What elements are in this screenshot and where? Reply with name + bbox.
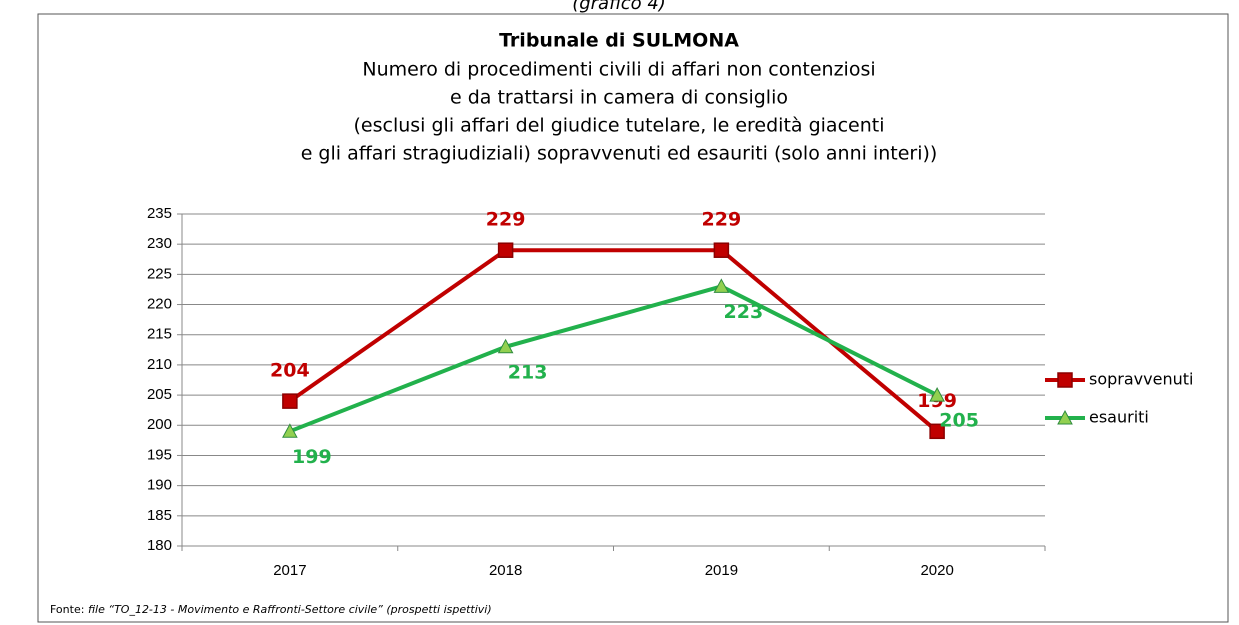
series-line xyxy=(289,284,939,434)
source: Fonte: file “TO_12-13 - Movimento e Raff… xyxy=(50,603,492,616)
y-tick-label: 230 xyxy=(147,235,172,252)
y-tick-label: 215 xyxy=(147,326,172,343)
chart-subtitle: e gli affari stragiudiziali) sopravvenut… xyxy=(301,143,938,165)
marker xyxy=(282,423,298,438)
legend-label: sopravvenuti xyxy=(1089,370,1193,389)
chart-subtitle: Numero di procedimenti civili di affari … xyxy=(362,59,875,81)
chart-title: Tribunale di SULMONA xyxy=(499,30,739,52)
y-tick-label: 190 xyxy=(147,477,172,494)
data-label: 229 xyxy=(486,209,526,231)
x-tick-label: 2019 xyxy=(705,562,738,579)
y-tick-label: 225 xyxy=(147,265,172,282)
data-label: 213 xyxy=(508,361,548,383)
marker xyxy=(497,242,514,258)
marker xyxy=(282,393,298,409)
chart-frame xyxy=(37,13,1229,623)
data-label: 199 xyxy=(292,446,332,468)
marker xyxy=(929,387,945,402)
data-label: 229 xyxy=(702,209,742,231)
y-tick-label: 235 xyxy=(147,205,172,222)
y-tick-label: 185 xyxy=(147,507,172,524)
data-label: 204 xyxy=(270,360,310,382)
x-tick-label: 2018 xyxy=(489,562,522,579)
y-tick-label: 205 xyxy=(147,386,172,403)
marker xyxy=(1057,372,1073,388)
y-tick-label: 220 xyxy=(147,296,172,313)
x-tick-label: 2020 xyxy=(920,562,953,579)
data-label: 223 xyxy=(724,301,764,323)
legend-label: esauriti xyxy=(1089,408,1149,427)
marker xyxy=(713,242,730,258)
marker xyxy=(1057,409,1073,425)
chart-subtitle: e da trattarsi in camera di consiglio xyxy=(450,87,788,109)
marker xyxy=(713,278,730,293)
chart-subtitle: (esclusi gli affari del giudice tutelare… xyxy=(354,115,885,137)
y-tick-label: 210 xyxy=(147,356,172,373)
source-text: file “TO_12-13 - Movimento e Raffronti-S… xyxy=(88,603,492,616)
y-tick-label: 195 xyxy=(147,446,172,463)
source-prefix: Fonte: xyxy=(50,603,84,616)
y-tick-label: 200 xyxy=(147,416,172,433)
marker xyxy=(497,338,514,354)
data-label: 205 xyxy=(939,410,979,432)
marker xyxy=(929,423,945,440)
x-tick-label: 2017 xyxy=(273,562,306,579)
y-tick-label: 180 xyxy=(147,537,172,554)
caption: (grafico 4) xyxy=(572,0,666,14)
